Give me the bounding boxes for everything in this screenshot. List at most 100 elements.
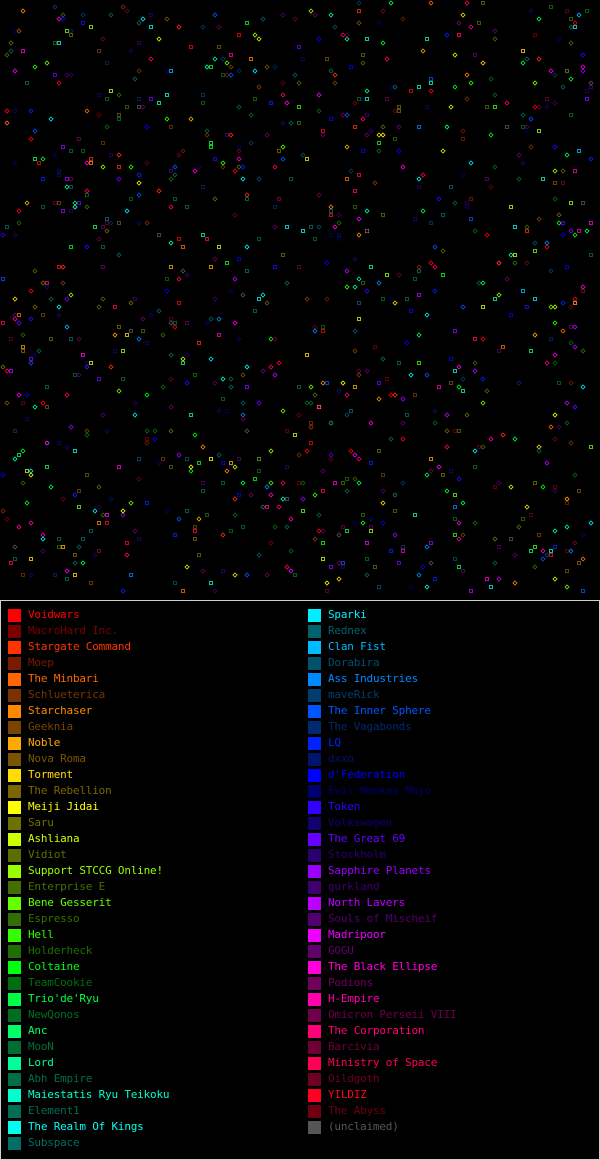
star-system — [453, 429, 457, 433]
legend-label: Torment — [28, 768, 73, 781]
star-system — [197, 553, 201, 557]
star-system — [461, 173, 465, 177]
star-system — [200, 568, 206, 574]
star-system — [13, 109, 17, 113]
star-system — [565, 9, 569, 13]
star-system — [453, 505, 457, 509]
star-system — [320, 468, 326, 474]
star-system — [525, 305, 529, 309]
star-system — [96, 484, 102, 490]
star-system — [212, 56, 218, 62]
star-system — [245, 21, 249, 25]
star-system — [480, 336, 486, 342]
star-systems — [0, 0, 594, 594]
star-system — [373, 345, 377, 349]
star-system — [220, 160, 226, 166]
star-system — [524, 56, 530, 62]
star-system — [256, 552, 262, 558]
legend-label: Trio'de'Ryu — [28, 992, 99, 1005]
star-system — [340, 380, 346, 386]
star-system — [173, 533, 177, 537]
star-system — [84, 364, 90, 370]
star-system — [89, 529, 93, 533]
star-system — [493, 105, 497, 109]
star-system — [309, 425, 313, 429]
star-system — [260, 16, 266, 22]
star-system — [116, 152, 122, 158]
star-system — [328, 12, 334, 18]
star-system — [356, 232, 362, 238]
star-system — [32, 128, 38, 134]
legend-swatch — [308, 961, 321, 974]
star-system — [577, 229, 581, 233]
star-system — [24, 392, 30, 398]
star-system — [481, 305, 485, 309]
star-system — [512, 260, 518, 266]
star-system — [472, 228, 478, 234]
star-system — [237, 33, 241, 37]
star-system — [353, 125, 357, 129]
star-system — [297, 121, 301, 125]
star-system — [321, 557, 325, 561]
star-system — [280, 156, 286, 162]
star-system — [557, 381, 561, 385]
legend-swatch — [8, 689, 21, 702]
star-system — [53, 201, 57, 205]
star-system — [152, 436, 158, 442]
star-system — [288, 568, 294, 574]
star-system — [453, 329, 457, 333]
star-system — [353, 205, 357, 209]
legend-label: Starchaser — [28, 704, 93, 717]
legend-swatch — [308, 657, 321, 670]
star-system — [385, 273, 389, 277]
star-system — [65, 577, 69, 581]
star-system — [344, 36, 350, 42]
star-system — [280, 12, 286, 18]
star-system — [224, 60, 230, 66]
star-system — [532, 80, 538, 86]
legend-label: TeamCookie — [28, 976, 93, 989]
star-system — [572, 296, 578, 302]
star-system — [81, 537, 85, 541]
star-system — [177, 301, 181, 305]
star-system — [472, 360, 478, 366]
star-system — [544, 240, 550, 246]
star-system — [209, 141, 213, 145]
legend-swatch — [8, 929, 21, 942]
star-system — [328, 68, 334, 74]
star-system — [181, 589, 185, 593]
star-system — [384, 56, 390, 62]
star-system — [553, 545, 557, 549]
star-system — [568, 76, 574, 82]
star-system — [44, 60, 50, 66]
star-system — [472, 520, 478, 526]
star-system — [304, 296, 310, 302]
star-system — [209, 581, 213, 585]
legend-swatch — [308, 1057, 321, 1070]
star-system — [400, 164, 406, 170]
star-system — [452, 52, 458, 58]
legend-label: The Abyss — [328, 1104, 386, 1117]
star-system — [352, 328, 358, 334]
star-system — [128, 500, 134, 506]
star-system — [492, 92, 498, 98]
star-system — [264, 300, 270, 306]
star-system — [41, 177, 45, 181]
star-system — [429, 221, 433, 225]
star-system — [560, 300, 566, 306]
star-system — [104, 228, 110, 234]
star-system — [529, 349, 533, 353]
star-system — [252, 32, 258, 38]
star-system — [244, 364, 250, 370]
star-system — [0, 508, 6, 514]
star-system — [45, 465, 49, 469]
star-system — [149, 97, 153, 101]
star-system — [192, 432, 198, 438]
star-system — [312, 328, 318, 334]
star-system — [204, 320, 210, 326]
star-system — [329, 213, 333, 217]
legend-swatch — [308, 641, 321, 654]
star-system — [552, 72, 558, 78]
star-system — [585, 97, 589, 101]
star-system — [288, 120, 294, 126]
